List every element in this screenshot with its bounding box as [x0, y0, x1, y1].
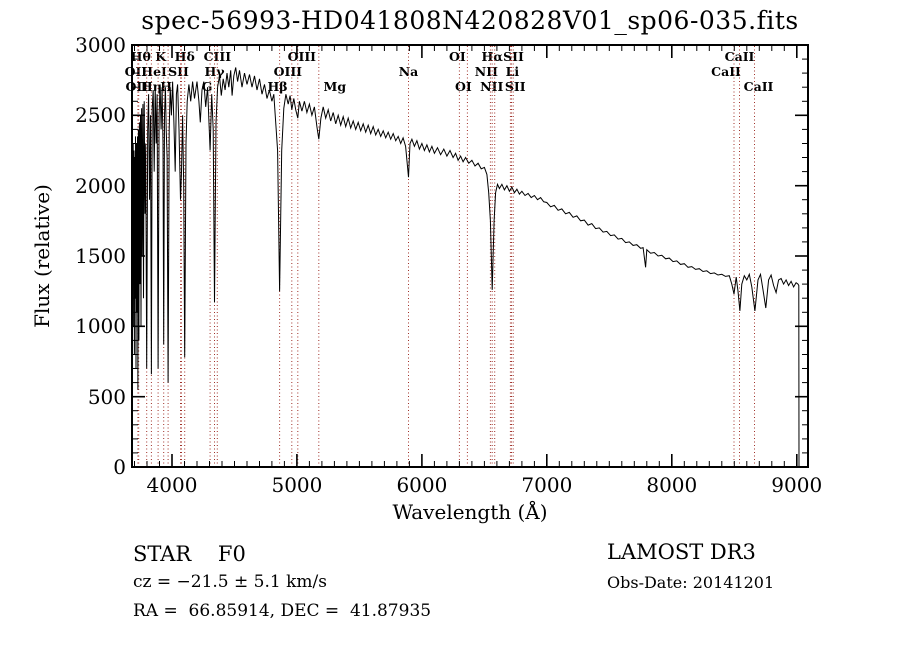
x-tick-label: 8000	[646, 473, 698, 497]
spectral-line-label: OIII	[273, 64, 303, 79]
plot-title: spec-56993-HD041808N420828V01_sp06-035.f…	[141, 6, 799, 35]
spectrum-trace	[132, 67, 800, 468]
spectral-line-label: CaII	[724, 49, 755, 64]
spectral-line-label: Hθ	[130, 49, 151, 64]
x-tick-label: 5000	[271, 473, 323, 497]
object-class-label: STAR F0	[133, 542, 246, 566]
x-tick-label: 7000	[521, 473, 573, 497]
spectral-line-label: H	[160, 79, 173, 94]
spectral-line-label: HeI	[141, 64, 167, 79]
spectral-line-label: CaII	[743, 79, 774, 94]
spectral-line-label: Hβ	[267, 79, 288, 94]
y-tick-label: 3000	[75, 33, 126, 57]
survey-release-label: LAMOST DR3	[607, 540, 756, 564]
x-tick-label: 4000	[146, 473, 198, 497]
spectral-line-label: Hα	[481, 49, 503, 64]
spectral-line-label: CaII	[711, 64, 741, 79]
cz-value: cz = −21.5 ± 5.1 km/s	[133, 572, 327, 592]
spectral-line-label: Hδ	[174, 49, 195, 64]
spectral-line-label: Na	[398, 64, 419, 79]
spectral-line-label: Hη	[140, 79, 162, 94]
spectral-line-label: Li	[505, 64, 520, 79]
spectral-line-label: CIII	[203, 49, 232, 64]
spectral-line-label: NII	[474, 64, 498, 79]
x-tick-label: 6000	[396, 473, 448, 497]
y-tick-label: 0	[113, 455, 126, 479]
y-tick-label: 2500	[75, 103, 126, 128]
obs-date-value: Obs-Date: 20141201	[607, 573, 775, 592]
spectral-line-label: NII	[480, 79, 504, 94]
y-tick-label: 500	[87, 384, 126, 409]
spectral-line-label: OI	[455, 79, 472, 94]
spectral-line-label: Hγ	[204, 64, 225, 79]
spectral-line-label: SII	[168, 64, 189, 79]
x-axis-title: Wavelength (Å)	[392, 500, 548, 524]
spectral-line-label: OI	[449, 49, 466, 64]
x-tick-label: 9000	[771, 473, 823, 497]
y-tick-label: 1000	[75, 314, 126, 339]
plot-border	[131, 44, 809, 468]
spectral-line-label: Mg	[323, 79, 347, 94]
y-tick-label: 1500	[75, 244, 126, 268]
y-axis-title: Flux (relative)	[30, 184, 54, 328]
y-tick-label: 2000	[75, 173, 126, 198]
ra-dec-value: RA = 66.85914, DEC = 41.87935	[133, 601, 432, 621]
spectral-line-label: G	[201, 79, 213, 94]
spectral-line-label: K	[155, 49, 167, 64]
spectral-line-label: SII	[504, 79, 526, 94]
spectral-line-label: SII	[503, 49, 524, 64]
spectral-line-label: OIII	[287, 49, 317, 64]
